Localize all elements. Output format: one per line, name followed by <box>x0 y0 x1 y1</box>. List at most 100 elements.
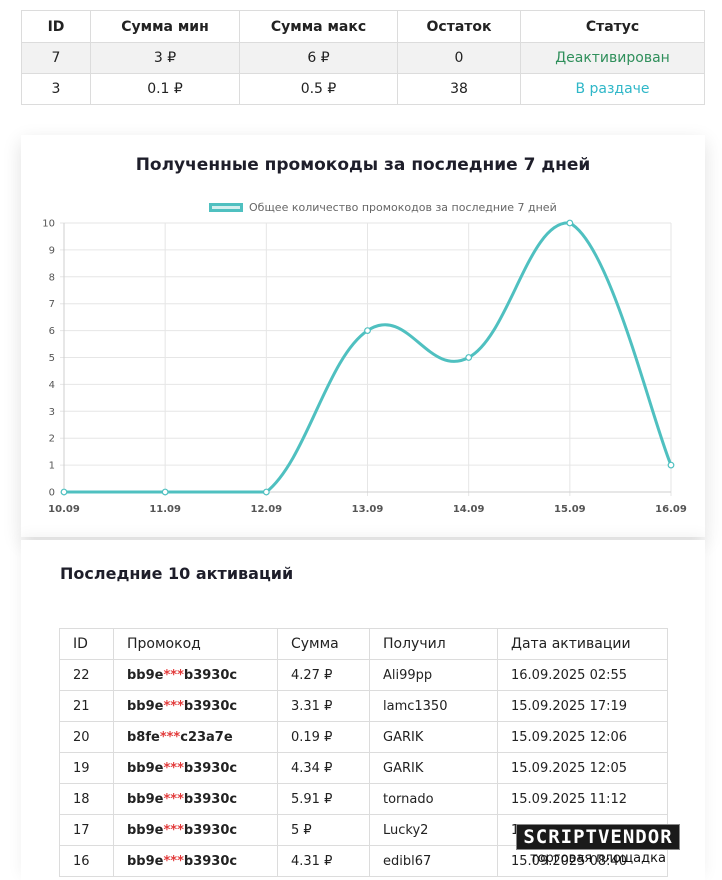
cell-promocode: bb9e***b3930c <box>113 814 278 846</box>
table-header-row: ID Промокод Сумма Получил Дата активации <box>59 628 668 660</box>
y-tick-label: 0 <box>49 488 55 499</box>
cell-sum: 4.27 ₽ <box>277 659 370 691</box>
promocode-mask: *** <box>163 667 184 683</box>
y-tick-label: 10 <box>42 219 55 230</box>
activations-table: ID Промокод Сумма Получил Дата активации… <box>59 628 668 877</box>
cell-promocode: bb9e***b3930c <box>113 783 278 815</box>
cell-activation-date: 15.09.2025 10:... <box>497 814 668 846</box>
promocode-prefix: bb9e <box>127 760 164 776</box>
header-status: Статус <box>520 10 705 43</box>
chart-legend[interactable]: Общее количество промокодов за последние… <box>209 201 557 214</box>
promocode-suffix: b3930c <box>183 698 238 714</box>
cell-promocode: b8fe***c23a7e <box>113 721 278 753</box>
y-tick-label: 5 <box>49 353 55 364</box>
x-tick-label: 13.09 <box>352 504 384 515</box>
cell-promocode: bb9e***b3930c <box>113 659 278 691</box>
table-row: 21 bb9e***b3930c 3.31 ₽ lamc1350 15.09.2025 … <box>59 690 668 722</box>
promocode-prefix: bb9e <box>127 667 164 683</box>
cell-id: 17 <box>59 814 114 846</box>
promocode-prefix: bb9e <box>127 822 164 838</box>
y-tick-label: 6 <box>49 326 55 337</box>
chart-card: 0 1 2 3 4 5 6 7 8 9 10 10.09 11.09 12.09 13.09 14.09 15.… <box>21 135 705 537</box>
cell-receiver: lamc1350 <box>369 690 498 722</box>
cell-sum: 5.91 ₽ <box>277 783 370 815</box>
cell-max-sum: 0.5 ₽ <box>239 73 398 105</box>
header-receiver: Получил <box>369 628 498 660</box>
promocode-mask: *** <box>163 791 184 807</box>
cell-promocode: bb9e***b3930c <box>113 752 278 784</box>
promo-settings-table: ID Сумма мин Сумма макс Остаток Статус 7… <box>21 10 705 105</box>
data-point <box>364 327 371 335</box>
status-badge: Деактивирован <box>520 42 705 74</box>
legend-swatch <box>209 203 243 212</box>
cell-min-sum: 0.1 ₽ <box>90 73 240 105</box>
cell-id: 22 <box>59 659 114 691</box>
cell-remaining: 38 <box>397 73 521 105</box>
cell-promocode: bb9e***b3930c <box>113 690 278 722</box>
cell-receiver: tornado <box>369 783 498 815</box>
cell-receiver: Ali99pp <box>369 659 498 691</box>
cell-sum: 3.31 ₽ <box>277 690 370 722</box>
cell-receiver: GARIK <box>369 721 498 753</box>
table-row: 3 0.1 ₽ 0.5 ₽ 38 В раздаче <box>21 73 705 105</box>
data-point <box>566 219 574 227</box>
cell-min-sum: 3 ₽ <box>90 42 240 74</box>
promocode-mask: *** <box>159 729 181 745</box>
x-tick-label: 10.09 <box>48 504 80 515</box>
y-tick-label: 7 <box>49 299 55 310</box>
cell-activation-date: 15.09.2025 17:19 <box>497 690 668 722</box>
header-activation-date: Дата активации <box>497 628 668 660</box>
cell-id: 18 <box>59 783 114 815</box>
promocode-suffix: b3930c <box>183 853 238 869</box>
x-tick-label: 12.09 <box>251 504 283 515</box>
y-tick-label: 3 <box>49 407 55 418</box>
promocode-prefix: bb9e <box>127 853 164 869</box>
header-id: ID <box>21 10 91 43</box>
x-tick-label: 14.09 <box>453 504 485 515</box>
header-id: ID <box>59 628 114 660</box>
data-point <box>667 461 675 469</box>
activations-title: Последние 10 активаций <box>60 564 294 583</box>
promocode-suffix: b3930c <box>183 760 238 776</box>
table-row: 19 bb9e***b3930c 4.34 ₽ GARIK 15.09.2025 12:… <box>59 752 668 784</box>
promocode-prefix: bb9e <box>127 791 164 807</box>
x-tick-label: 15.09 <box>554 504 586 515</box>
table-row: 7 3 ₽ 6 ₽ 0 Деактивирован <box>21 42 705 74</box>
x-tick-label: 11.09 <box>149 504 181 515</box>
series-line <box>64 221 673 494</box>
table-row: 17 bb9e***b3930c 5 ₽ Lucky2 15.09.2025 10:..… <box>59 814 668 846</box>
cell-activation-date: 15.09.2025 12:05 <box>497 752 668 784</box>
promocode-suffix: c23a7e <box>180 729 233 745</box>
promocode-prefix: b8fe <box>127 729 160 745</box>
y-tick-label: 8 <box>49 272 55 283</box>
promocode-mask: *** <box>163 822 184 838</box>
promocode-mask: *** <box>163 760 184 776</box>
cell-id: 19 <box>59 752 114 784</box>
header-promocode: Промокод <box>113 628 278 660</box>
activations-card: Последние 10 активаций ID Промокод Сумма… <box>21 540 705 880</box>
cell-sum: 5 ₽ <box>277 814 370 846</box>
y-tick-label: 1 <box>49 461 55 472</box>
header-remaining: Остаток <box>397 10 521 43</box>
cell-activation-date: 15.09.2025 12:06 <box>497 721 668 753</box>
promocode-suffix: b3930c <box>183 791 238 807</box>
cell-remaining: 0 <box>397 42 521 74</box>
y-tick-label: 4 <box>49 380 55 391</box>
chart-title: Полученные промокоды за последние 7 дней <box>135 155 591 175</box>
cell-id: 7 <box>21 42 91 74</box>
cell-activation-date: 16.09.2025 02:55 <box>497 659 668 691</box>
table-row: 22 bb9e***b3930c 4.27 ₽ Ali99pp 16.09.2025 0… <box>59 659 668 691</box>
cell-id: 21 <box>59 690 114 722</box>
cell-id: 20 <box>59 721 114 753</box>
y-tick-label: 9 <box>49 245 55 256</box>
line-chart: 0 1 2 3 4 5 6 7 8 9 10 10.09 11.09 12.09 13.09 14.09 15.… <box>42 219 687 516</box>
table-header-row: ID Сумма мин Сумма макс Остаток Статус <box>21 10 705 43</box>
legend-label: Общее количество промокодов за последние… <box>249 201 557 214</box>
promocode-mask: *** <box>163 853 184 869</box>
header-min-sum: Сумма мин <box>90 10 240 43</box>
cell-max-sum: 6 ₽ <box>239 42 398 74</box>
data-point <box>262 488 270 496</box>
cell-receiver: Lucky2 <box>369 814 498 846</box>
cell-activation-date: 15.09.2025 11:12 <box>497 783 668 815</box>
header-max-sum: Сумма макс <box>239 10 398 43</box>
